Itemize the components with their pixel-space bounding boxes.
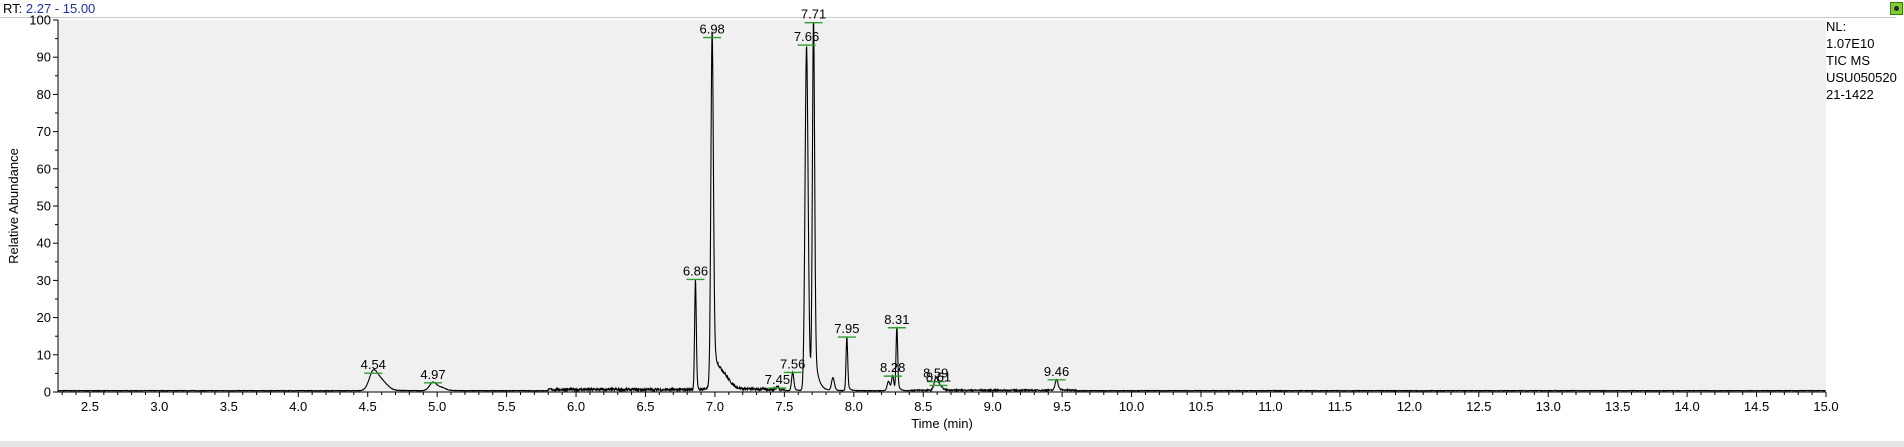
rt-range-value: 2.27 - 15.00 (25, 1, 96, 16)
peak-labels: 4.54 4.97 6.86 6.98 7.457.56 7.66 7.71 7.95 8.28… (361, 7, 1069, 389)
y-tick-label: 10 (37, 347, 51, 362)
x-tick-label: 4.5 (359, 399, 377, 414)
rt-range-readout: RT: 2.27 - 15.00 (3, 1, 95, 16)
x-tick-label: 14.0 (1674, 399, 1699, 414)
peak-label: 7.71 (801, 7, 826, 22)
y-tick-label: 20 (37, 310, 51, 325)
y-tick-label: 60 (37, 161, 51, 176)
x-tick-label: 6.0 (567, 399, 585, 414)
peak-label: 4.54 (361, 357, 386, 372)
x-tick-label: 15.0 (1813, 399, 1838, 414)
plot-area[interactable] (58, 20, 1826, 392)
y-tick-label: 30 (37, 273, 51, 288)
y-tick-label: 40 (37, 236, 51, 251)
file-name-line2: 21-1422 (1826, 87, 1874, 102)
x-tick-label: 8.0 (845, 399, 863, 414)
nl-label: NL: (1826, 19, 1847, 34)
x-tick-label: 8.5 (914, 399, 932, 414)
x-axis-title: Time (min) (911, 416, 973, 431)
y-tick-label: 90 (37, 50, 51, 65)
x-tick-label: 12.5 (1466, 399, 1491, 414)
peak-label: 7.66 (794, 29, 819, 44)
x-tick-label: 6.5 (636, 399, 654, 414)
peak-label: 6.98 (699, 22, 724, 37)
x-tick-label: 10.5 (1188, 399, 1213, 414)
pin-toggle-icon[interactable] (1890, 2, 1903, 15)
y-axis: 0 10 20 30 40 50 60 70 80 90 100 (29, 13, 58, 400)
peak-label: 8.61 (926, 369, 951, 384)
y-axis-title: Relative Abundance (6, 148, 21, 264)
y-tick-label: 0 (44, 385, 51, 400)
x-tick-label: 3.0 (150, 399, 168, 414)
x-tick-label: 5.5 (498, 399, 516, 414)
x-tick-label: 9.5 (1053, 399, 1071, 414)
nl-value: 1.07E10 (1826, 36, 1875, 51)
file-name-line1: USU050520 (1826, 70, 1897, 85)
x-tick-label: 9.0 (984, 399, 1002, 414)
peak-label: 6.86 (683, 263, 708, 278)
y-tick-label: 80 (37, 87, 51, 102)
x-tick-label: 12.0 (1397, 399, 1422, 414)
x-tick-label: 11.0 (1258, 399, 1282, 414)
y-tick-label: 70 (37, 124, 51, 139)
y-tick-label: 100 (29, 13, 51, 28)
x-tick-label: 7.0 (706, 399, 724, 414)
scan-filter: TIC MS (1826, 53, 1871, 68)
x-axis: 2.5 3.0 3.5 4.0 4.5 5.0 5.5 6.0 6.5 7.0 7.5 8.0 8.5 9… (61, 392, 1839, 414)
rt-range-prefix: RT: (3, 1, 23, 16)
header-divider (0, 17, 1896, 18)
x-tick-label: 13.0 (1536, 399, 1561, 414)
x-tick-label: 3.5 (220, 399, 238, 414)
x-tick-label: 11.5 (1328, 399, 1352, 414)
x-tick-label: 10.0 (1119, 399, 1144, 414)
peak-label: 8.31 (884, 312, 909, 327)
x-tick-label: 4.0 (289, 399, 307, 414)
status-strip (0, 441, 1904, 447)
peak-label: 7.95 (834, 321, 859, 336)
y-tick-label: 50 (37, 199, 51, 214)
tic-trace-line (57, 22, 1826, 393)
x-tick-label: 7.5 (775, 399, 793, 414)
peak-label: 8.28 (880, 360, 905, 375)
trace-info-panel: NL: 1.07E10 TIC MS USU050520 21-1422 (1826, 18, 1897, 103)
peak-label: 8.59 (923, 366, 948, 381)
x-tick-label: 14.5 (1744, 399, 1769, 414)
peak-label: 7.56 (780, 356, 805, 371)
x-tick-label: 2.5 (81, 399, 99, 414)
x-tick-label: 13.5 (1605, 399, 1630, 414)
peak-label: 9.46 (1044, 364, 1069, 379)
peak-label: 7.45 (765, 372, 790, 387)
x-tick-label: 5.0 (428, 399, 446, 414)
peak-label: 4.97 (420, 367, 445, 382)
